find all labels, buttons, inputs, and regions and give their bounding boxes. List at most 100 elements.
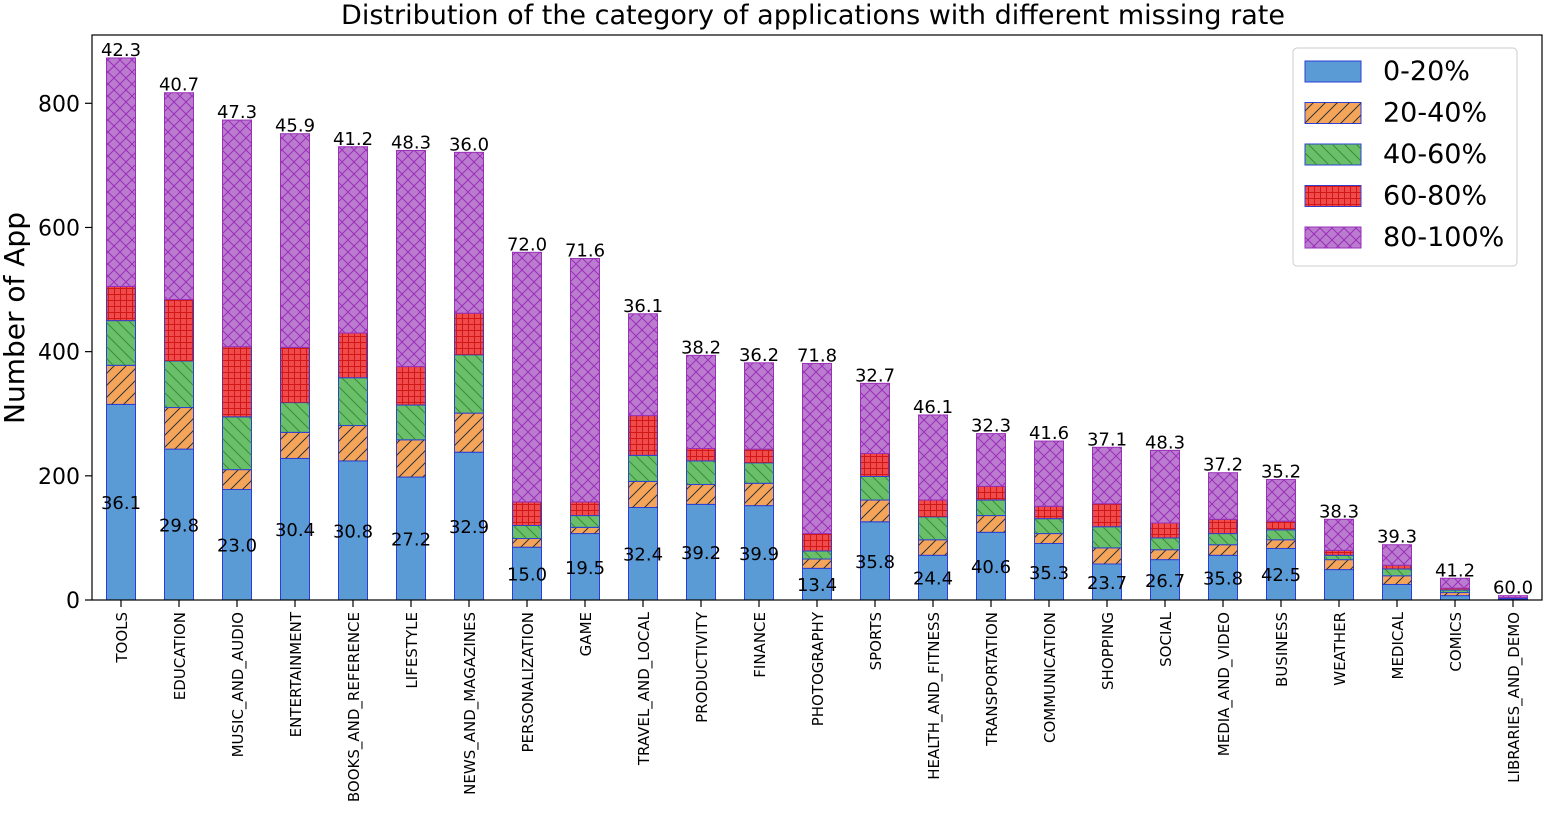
bar-inner-label: 42.5 <box>1261 565 1301 586</box>
bar-segment <box>1034 543 1064 601</box>
bar-hatch <box>1150 450 1180 524</box>
bar-segment <box>1382 583 1412 601</box>
y-tick-label: 800 <box>38 92 80 117</box>
bar-top-label: 41.2 <box>1435 560 1475 581</box>
bar-hatch <box>1266 529 1296 540</box>
bar-top-label: 72.0 <box>507 234 547 255</box>
x-tick-label: SHOPPING <box>1099 612 1117 690</box>
bar-hatch <box>1324 550 1354 556</box>
bar-segment <box>338 460 368 601</box>
bar-hatch <box>1208 533 1238 545</box>
bar-hatch <box>222 416 252 470</box>
x-tick-label: MEDICAL <box>1389 611 1407 679</box>
bar-inner-label: 29.8 <box>159 516 199 537</box>
legend-label: 80-100% <box>1383 222 1504 253</box>
bar-hatch <box>744 449 774 463</box>
bar-hatch <box>454 152 484 314</box>
bar-hatch <box>106 57 136 287</box>
legend-swatch-hatch <box>1305 185 1361 207</box>
legend-label: 40-60% <box>1383 139 1487 170</box>
bar-inner-label: 15.0 <box>507 565 547 586</box>
x-tick-label: TOOLS <box>113 612 131 664</box>
bar-hatch <box>222 469 252 490</box>
bar-top-label: 40.7 <box>159 75 199 96</box>
bar-hatch <box>164 299 194 361</box>
bar-hatch <box>860 383 890 454</box>
bar-segment <box>1324 569 1354 601</box>
bar-hatch <box>628 481 658 508</box>
x-tick-label: EDUCATION <box>171 612 189 700</box>
bar-hatch <box>686 448 716 461</box>
bar-top-label: 42.3 <box>101 40 141 61</box>
bar-top-label: 35.2 <box>1261 462 1301 483</box>
bar-top-label: 47.3 <box>217 102 257 123</box>
bar-hatch <box>1440 588 1470 591</box>
bar-hatch <box>976 515 1006 533</box>
bar-hatch <box>454 354 484 414</box>
bar-hatch <box>280 133 310 348</box>
bar-hatch <box>1498 595 1528 598</box>
bar-hatch <box>1382 568 1412 576</box>
bar-inner-label: 35.3 <box>1029 563 1069 584</box>
bar-hatch <box>860 476 890 501</box>
bar-hatch <box>512 525 542 539</box>
bar-hatch <box>338 377 368 426</box>
bar-inner-label: 40.6 <box>971 557 1011 578</box>
legend-swatch <box>1304 60 1362 83</box>
bar-segment <box>1208 554 1238 601</box>
bar-segment <box>976 531 1006 601</box>
bar-hatch <box>686 484 716 505</box>
bar-hatch <box>1324 519 1354 551</box>
x-tick-label: MUSIC_AND_AUDIO <box>229 612 248 757</box>
x-tick-label: LIBRARIES_AND_DEMO <box>1505 612 1524 783</box>
bar-hatch <box>1324 555 1354 560</box>
x-tick-label: PRODUCTIVITY <box>693 611 711 723</box>
bar-hatch <box>512 252 542 502</box>
bar-hatch <box>512 501 542 526</box>
legend: 0-20% 20-40% 40-60% 60-80% 80-100% <box>1292 47 1518 267</box>
bar-segment <box>744 505 774 601</box>
x-tick-label: BUSINESS <box>1273 612 1291 687</box>
bar-hatch <box>802 363 832 534</box>
bar-segment <box>164 448 194 601</box>
bar-top-label: 38.2 <box>681 337 721 358</box>
bar-inner-label: 32.4 <box>623 545 663 566</box>
bar-hatch <box>918 414 948 501</box>
bar-inner-label: 13.4 <box>797 575 837 596</box>
y-axis-label: Number of App <box>0 212 31 424</box>
bar-hatch <box>802 550 832 560</box>
bar-top-label: 71.6 <box>565 241 605 262</box>
bar-inner-label: 35.8 <box>855 552 895 573</box>
bar-hatch <box>1208 544 1238 556</box>
bar-hatch <box>918 539 948 556</box>
bar-top-label: 71.8 <box>797 345 837 366</box>
bar-hatch <box>802 533 832 551</box>
bar-hatch <box>976 486 1006 501</box>
x-tick-label: COMMUNICATION <box>1041 612 1059 743</box>
bar-hatch <box>280 347 310 403</box>
axes-frame <box>91 34 1543 601</box>
bar-top-label: 41.6 <box>1029 423 1069 444</box>
bar-top-label: 41.2 <box>333 129 373 150</box>
bar-segment <box>396 476 426 601</box>
bar-segment <box>454 451 484 601</box>
bar-hatch <box>1150 523 1180 538</box>
x-tick-label: WEATHER <box>1331 612 1349 686</box>
bar-top-label: 36.0 <box>449 134 489 155</box>
bar-hatch <box>1382 544 1412 566</box>
bar-hatch <box>454 313 484 355</box>
x-tick-label: LIFESTYLE <box>403 612 421 689</box>
bar-top-label: 36.1 <box>623 296 663 317</box>
bar-hatch <box>164 407 194 450</box>
y-tick-label: 0 <box>66 589 80 614</box>
x-tick-label: FINANCE <box>751 612 769 678</box>
bar-top-label: 37.1 <box>1087 429 1127 450</box>
bar-top-label: 46.1 <box>913 397 953 418</box>
legend-label: 20-40% <box>1383 98 1487 129</box>
bar-hatch <box>1208 519 1238 534</box>
bar-hatch <box>570 527 600 534</box>
bar-inner-label: 27.2 <box>391 530 431 551</box>
bar-hatch <box>280 432 310 459</box>
x-tick-label: NEWS_AND_MAGAZINES <box>461 612 480 795</box>
bar-inner-label: 36.1 <box>101 493 141 514</box>
